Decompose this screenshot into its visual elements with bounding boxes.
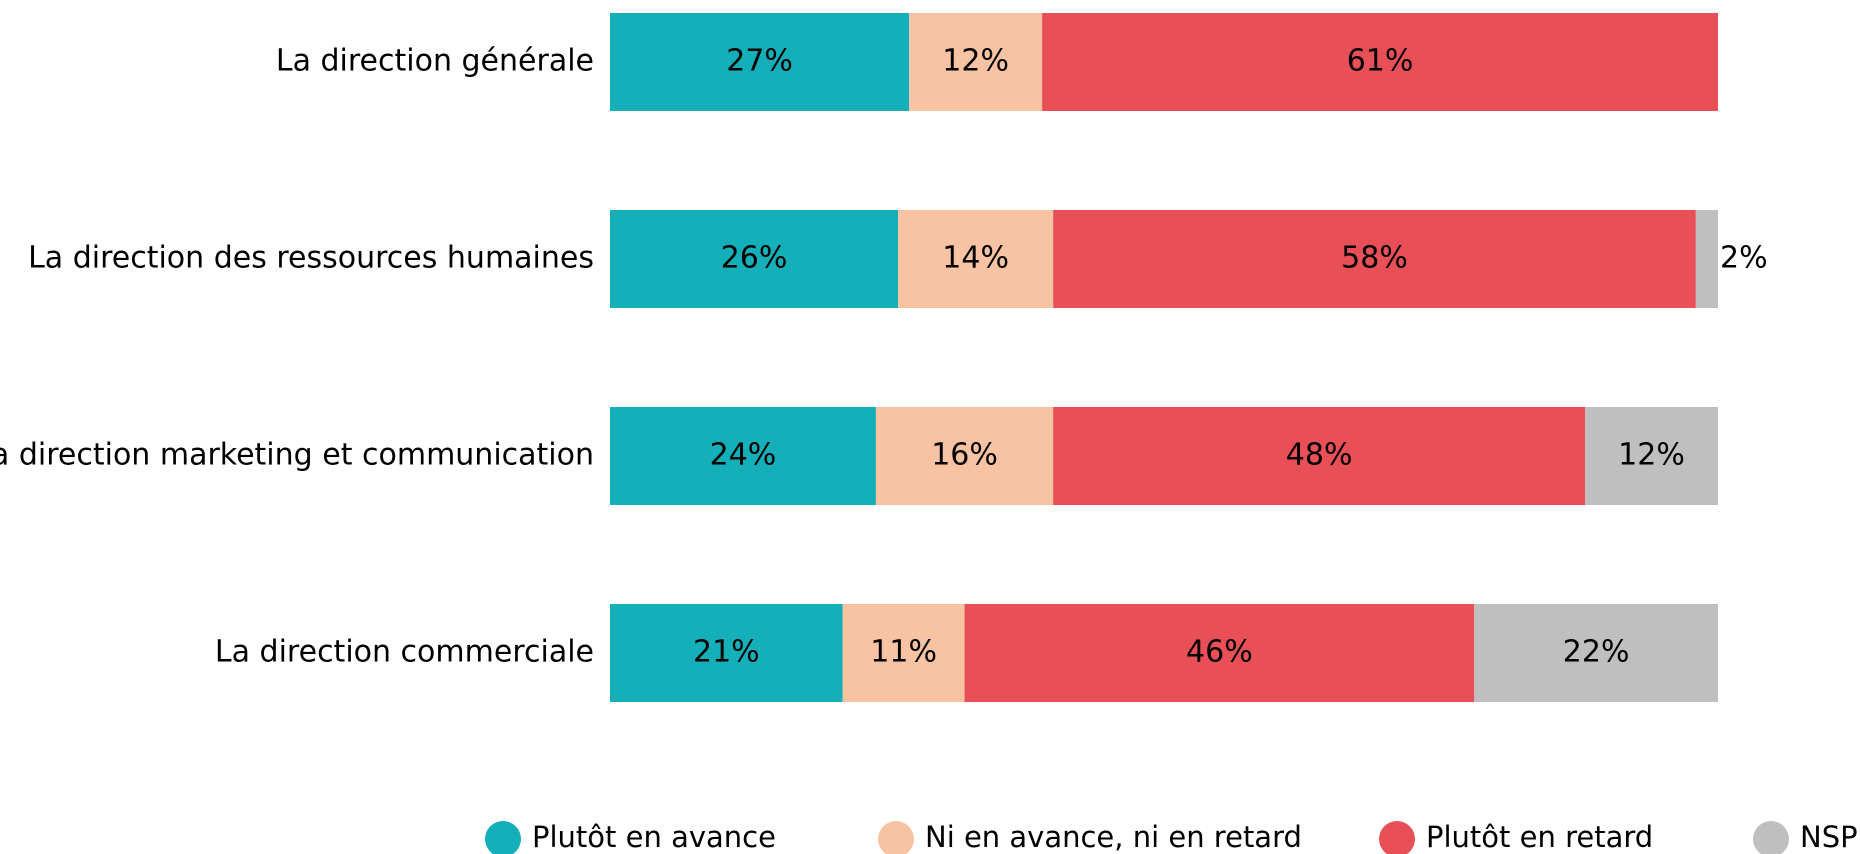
data-label: 27% <box>726 44 793 79</box>
legend-swatch <box>1379 821 1415 854</box>
bar-segment <box>909 13 1043 111</box>
legend-label: Plutôt en retard <box>1426 820 1653 854</box>
legend-label: Plutôt en avance <box>532 820 776 854</box>
bar-segment <box>964 604 1475 702</box>
data-label: 16% <box>931 438 998 473</box>
bar-segment <box>1474 604 1718 702</box>
bar-segment <box>610 604 843 702</box>
legend-swatch <box>878 821 914 854</box>
category-label: La direction générale <box>276 44 594 79</box>
bar-segment <box>610 407 876 505</box>
category-label: La direction commerciale <box>215 635 594 670</box>
legend-label: NSP <box>1800 820 1858 854</box>
data-label: 14% <box>942 241 1009 276</box>
data-label: 48% <box>1286 438 1353 473</box>
category-label: La direction des ressources humaines <box>28 241 594 276</box>
legend-swatch <box>1753 821 1789 854</box>
legend-swatch <box>485 821 521 854</box>
bar-segment <box>1053 210 1696 308</box>
legend-label: Ni en avance, ni en retard <box>925 820 1302 854</box>
bar-segment <box>610 13 910 111</box>
bar-segment <box>842 604 965 702</box>
bar-segment <box>1042 13 1718 111</box>
bar-segment <box>898 210 1054 308</box>
data-label: 26% <box>721 241 788 276</box>
data-label: 58% <box>1341 241 1408 276</box>
bar-segment <box>1585 407 1718 505</box>
bar-segment <box>1053 407 1586 505</box>
data-label: 61% <box>1347 44 1414 79</box>
data-label: 2% <box>1720 241 1768 276</box>
data-label: 21% <box>693 635 760 670</box>
data-label: 12% <box>1618 438 1685 473</box>
bar-segment <box>1695 210 1718 308</box>
bar-segment <box>610 210 899 308</box>
bar-segment <box>875 407 1054 505</box>
data-label: 22% <box>1563 635 1630 670</box>
category-label: La direction marketing et communication <box>0 438 594 473</box>
data-label: 24% <box>710 438 777 473</box>
data-label: 46% <box>1186 635 1253 670</box>
data-label: 12% <box>942 44 1009 79</box>
data-label: 11% <box>870 635 937 670</box>
